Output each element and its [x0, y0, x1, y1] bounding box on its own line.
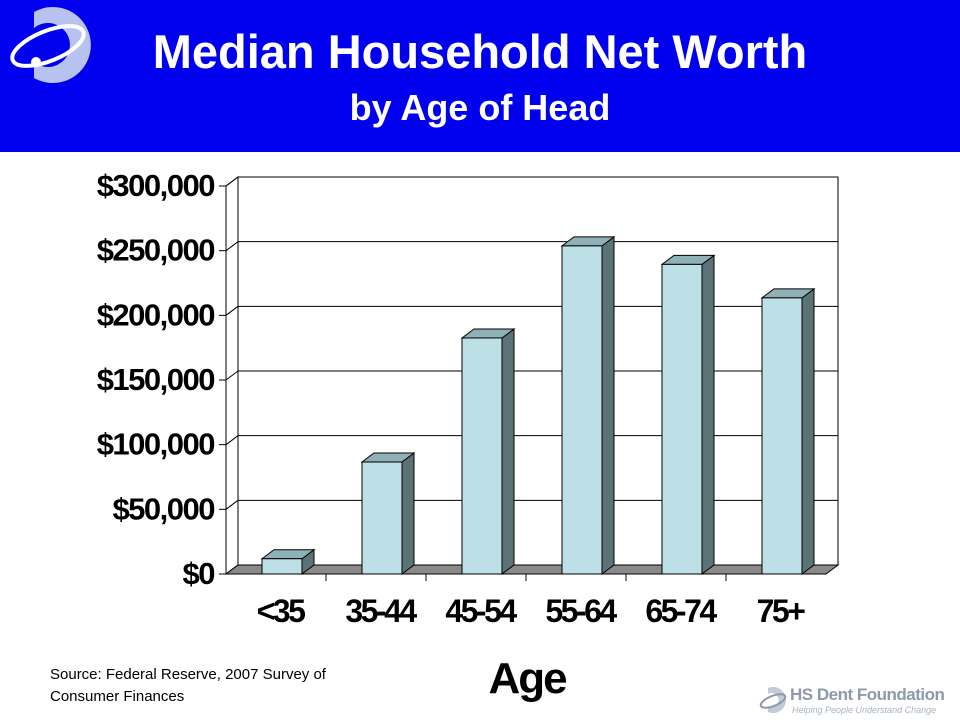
- bar-side: [801, 287, 815, 575]
- foundation-logo-icon: [10, 6, 91, 83]
- bar-side: [601, 235, 615, 575]
- footer-brand: HS Dent Foundation: [790, 685, 945, 704]
- bar-front: [561, 245, 603, 575]
- bar-<35: [260, 548, 316, 575]
- bar-front: [461, 337, 503, 575]
- y-tick-label: $300,000: [97, 168, 215, 203]
- y-tick-label: $150,000: [97, 362, 215, 397]
- x-tick-label: 75+: [757, 593, 806, 629]
- footer-logo: HS Dent Foundation Helping People Unders…: [758, 684, 958, 720]
- bar-45-54: [460, 327, 516, 575]
- x-tick-label: 55-64: [545, 593, 617, 629]
- bar-55-64: [560, 235, 616, 575]
- bar-35-44: [360, 451, 416, 575]
- bar-front: [661, 263, 703, 575]
- bar-front: [361, 461, 403, 575]
- x-tick-label: 35-44: [345, 593, 417, 629]
- gridline-depth: [225, 499, 239, 510]
- gridline-depth: [225, 305, 239, 316]
- bar-65-74: [660, 254, 716, 575]
- bar-75+: [760, 287, 816, 575]
- y-tick-label: $50,000: [112, 491, 214, 526]
- bar-front: [761, 297, 803, 575]
- x-tick-label: <35: [257, 593, 305, 629]
- x-tick-label: 45-54: [445, 593, 517, 629]
- x-tick-label: 65-74: [645, 593, 717, 629]
- footer-tagline: Helping People Understand Change: [792, 705, 937, 715]
- bar-front: [261, 558, 303, 575]
- y-tick-label: $250,000: [97, 233, 215, 268]
- source-line-1: Source: Federal Reserve, 2007 Survey of: [50, 666, 326, 683]
- footer-swoosh-icon: [759, 687, 787, 713]
- source-line-2: Consumer Finances: [50, 688, 185, 705]
- bar-side: [401, 451, 415, 575]
- bar-side: [701, 254, 715, 575]
- bar-side: [501, 327, 515, 575]
- gridline-depth: [225, 435, 239, 446]
- gridline-depth: [225, 370, 239, 381]
- y-tick-label: $100,000: [97, 427, 215, 462]
- plot-floor: [224, 564, 840, 575]
- x-axis-title: Age: [488, 654, 566, 703]
- header-banner: Median Household Net Worth by Age of Hea…: [0, 0, 960, 152]
- y-tick-label: $200,000: [97, 297, 215, 332]
- page-title: Median Household Net Worth: [152, 25, 808, 78]
- gridline-depth: [225, 241, 239, 252]
- y-tick-label: $0: [183, 556, 215, 591]
- source-note: Source: Federal Reserve, 2007 Survey of …: [50, 664, 430, 708]
- page-subtitle: by Age of Head: [349, 87, 611, 128]
